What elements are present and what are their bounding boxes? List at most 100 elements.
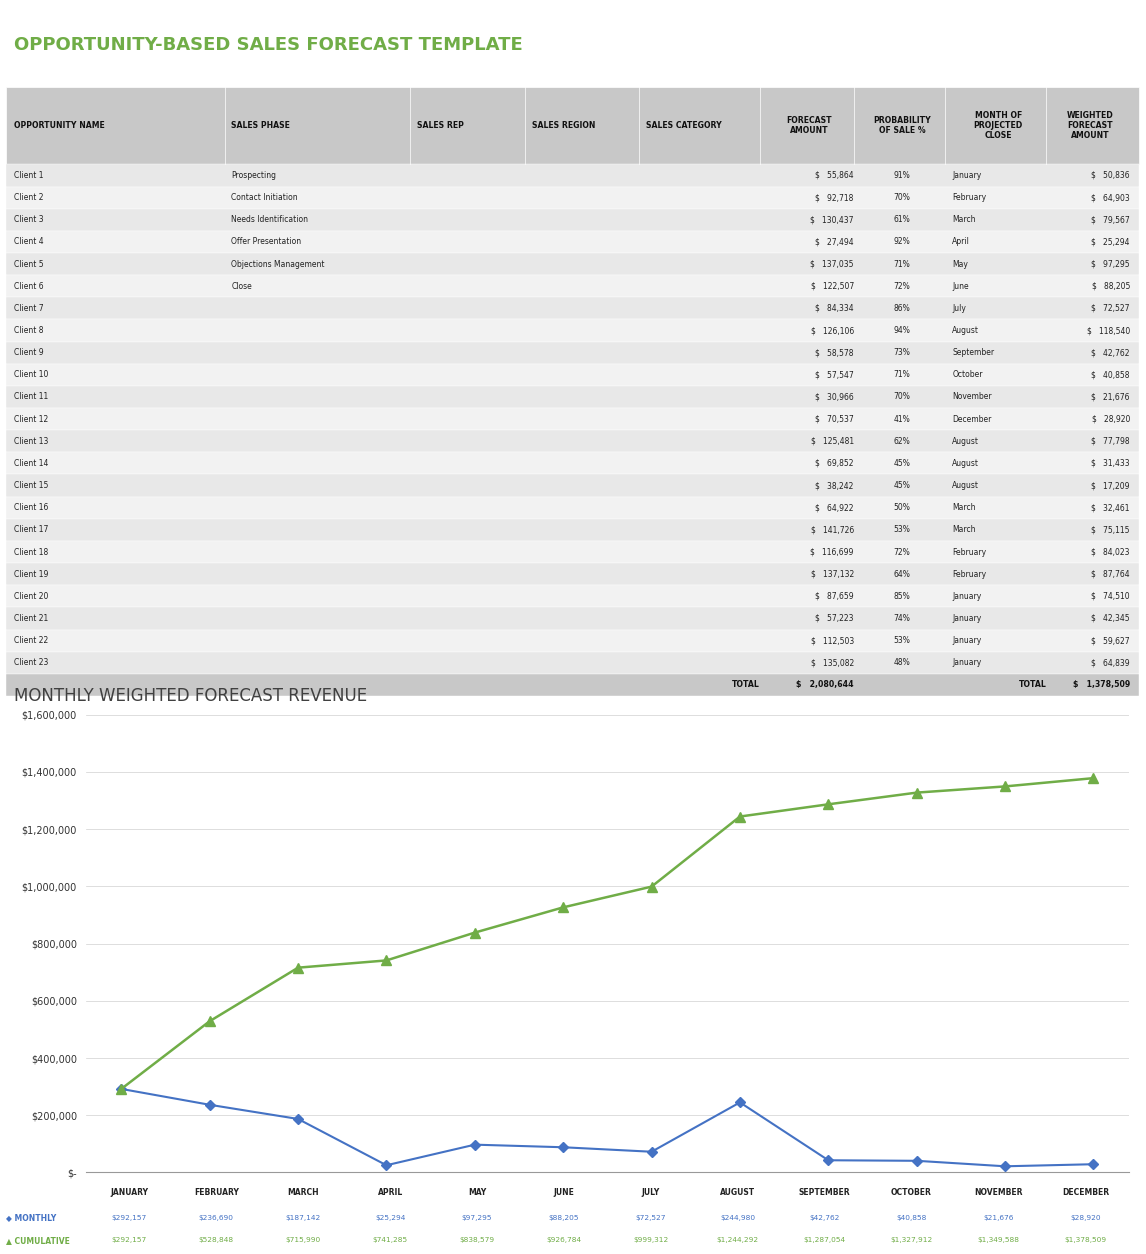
Text: $   112,503: $ 112,503 bbox=[810, 636, 854, 645]
Text: MAY: MAY bbox=[468, 1188, 486, 1198]
Bar bbox=[6, 497, 1139, 519]
Bar bbox=[6, 607, 1139, 630]
Text: $   59,627: $ 59,627 bbox=[1091, 636, 1130, 645]
Text: Client 12: Client 12 bbox=[14, 415, 48, 424]
Text: $1,287,054: $1,287,054 bbox=[803, 1238, 846, 1243]
Text: $   27,494: $ 27,494 bbox=[815, 237, 854, 247]
Text: Needs Identification: Needs Identification bbox=[231, 216, 308, 224]
Text: 94%: 94% bbox=[894, 326, 910, 335]
Bar bbox=[6, 164, 1139, 187]
Text: Client 7: Client 7 bbox=[14, 303, 44, 312]
Text: $   116,699: $ 116,699 bbox=[810, 548, 854, 557]
Text: $838,579: $838,579 bbox=[460, 1238, 495, 1243]
Text: SALES CATEGORY: SALES CATEGORY bbox=[646, 120, 722, 130]
Text: $   64,922: $ 64,922 bbox=[815, 503, 854, 512]
CUMULATIVE bbox=[468, 925, 481, 940]
Text: $   32,461: $ 32,461 bbox=[1091, 503, 1130, 512]
Text: $1,327,912: $1,327,912 bbox=[890, 1238, 933, 1243]
Text: Client 1: Client 1 bbox=[14, 171, 44, 181]
Text: $42,762: $42,762 bbox=[809, 1215, 840, 1220]
Text: December: December bbox=[952, 415, 991, 424]
CUMULATIVE bbox=[910, 785, 924, 800]
Text: 64%: 64% bbox=[894, 569, 910, 578]
Text: $   42,345: $ 42,345 bbox=[1091, 614, 1130, 623]
Text: $1,244,292: $1,244,292 bbox=[716, 1238, 759, 1243]
Text: $   55,864: $ 55,864 bbox=[815, 171, 854, 181]
Text: $   77,798: $ 77,798 bbox=[1091, 436, 1130, 445]
Text: January: January bbox=[952, 592, 982, 601]
Text: 73%: 73% bbox=[894, 349, 910, 357]
Text: $292,157: $292,157 bbox=[112, 1215, 147, 1220]
CUMULATIVE bbox=[203, 1013, 217, 1028]
Text: 70%: 70% bbox=[894, 393, 910, 401]
Text: 50%: 50% bbox=[894, 503, 910, 512]
Text: March: March bbox=[952, 503, 976, 512]
Text: 62%: 62% bbox=[894, 436, 910, 445]
Bar bbox=[6, 297, 1139, 320]
MONTHLY bbox=[291, 1111, 305, 1126]
Bar bbox=[6, 474, 1139, 497]
Bar bbox=[6, 430, 1139, 453]
MONTHLY bbox=[115, 1081, 128, 1096]
Text: SALES REP: SALES REP bbox=[417, 120, 464, 130]
Text: Client 13: Client 13 bbox=[14, 436, 48, 445]
Text: February: February bbox=[952, 548, 987, 557]
Line: MONTHLY: MONTHLY bbox=[118, 1086, 1097, 1170]
Text: Client 2: Client 2 bbox=[14, 193, 44, 202]
Text: November: November bbox=[952, 393, 992, 401]
Text: $   64,903: $ 64,903 bbox=[1091, 193, 1130, 202]
Text: Client 16: Client 16 bbox=[14, 503, 48, 512]
Text: $   87,659: $ 87,659 bbox=[815, 592, 854, 601]
Text: Client 8: Client 8 bbox=[14, 326, 44, 335]
Text: $999,312: $999,312 bbox=[634, 1238, 668, 1243]
MONTHLY bbox=[468, 1137, 481, 1152]
Bar bbox=[6, 408, 1139, 430]
Text: JUNE: JUNE bbox=[554, 1188, 574, 1198]
Text: Client 10: Client 10 bbox=[14, 370, 48, 379]
Text: Client 3: Client 3 bbox=[14, 216, 44, 224]
Text: $   84,023: $ 84,023 bbox=[1091, 548, 1130, 557]
Text: Client 4: Client 4 bbox=[14, 237, 44, 247]
Bar bbox=[6, 563, 1139, 586]
Text: $741,285: $741,285 bbox=[372, 1238, 408, 1243]
Text: $   88,205: $ 88,205 bbox=[1092, 282, 1130, 291]
Text: September: September bbox=[952, 349, 995, 357]
Text: $28,920: $28,920 bbox=[1070, 1215, 1100, 1220]
Text: Client 23: Client 23 bbox=[14, 658, 48, 667]
Text: $40,858: $40,858 bbox=[896, 1215, 927, 1220]
Text: $244,980: $244,980 bbox=[720, 1215, 755, 1220]
Bar bbox=[6, 341, 1139, 364]
Text: 53%: 53% bbox=[894, 636, 910, 645]
Text: 85%: 85% bbox=[894, 592, 910, 601]
Text: March: March bbox=[952, 216, 976, 224]
Bar bbox=[6, 453, 1139, 474]
Text: OPPORTUNITY NAME: OPPORTUNITY NAME bbox=[14, 120, 104, 130]
MONTHLY bbox=[1086, 1156, 1100, 1171]
CUMULATIVE bbox=[379, 953, 393, 968]
Text: $   2,080,644: $ 2,080,644 bbox=[796, 681, 854, 690]
Text: Contact Initiation: Contact Initiation bbox=[231, 193, 298, 202]
Text: $21,676: $21,676 bbox=[983, 1215, 1014, 1220]
Text: Client 18: Client 18 bbox=[14, 548, 48, 557]
Text: 91%: 91% bbox=[894, 171, 910, 181]
Text: ▲ CUMULATIVE: ▲ CUMULATIVE bbox=[6, 1235, 70, 1245]
Text: 41%: 41% bbox=[894, 415, 910, 424]
Text: TOTAL: TOTAL bbox=[732, 681, 760, 690]
Text: June: June bbox=[952, 282, 970, 291]
Text: $   137,035: $ 137,035 bbox=[810, 260, 854, 268]
MONTHLY bbox=[556, 1140, 570, 1155]
CUMULATIVE bbox=[998, 779, 1012, 794]
Text: January: January bbox=[952, 614, 982, 623]
Bar bbox=[6, 320, 1139, 341]
Text: $   40,858: $ 40,858 bbox=[1091, 370, 1130, 379]
Text: SALES REGION: SALES REGION bbox=[532, 120, 595, 130]
Bar bbox=[6, 519, 1139, 540]
Text: $   57,547: $ 57,547 bbox=[815, 370, 854, 379]
Text: JANUARY: JANUARY bbox=[110, 1188, 148, 1198]
Text: APRIL: APRIL bbox=[377, 1188, 402, 1198]
Text: SEPTEMBER: SEPTEMBER bbox=[799, 1188, 850, 1198]
Text: TOTAL: TOTAL bbox=[1019, 681, 1046, 690]
Text: January: January bbox=[952, 636, 982, 645]
Text: 71%: 71% bbox=[894, 370, 910, 379]
Text: $   74,510: $ 74,510 bbox=[1091, 592, 1130, 601]
